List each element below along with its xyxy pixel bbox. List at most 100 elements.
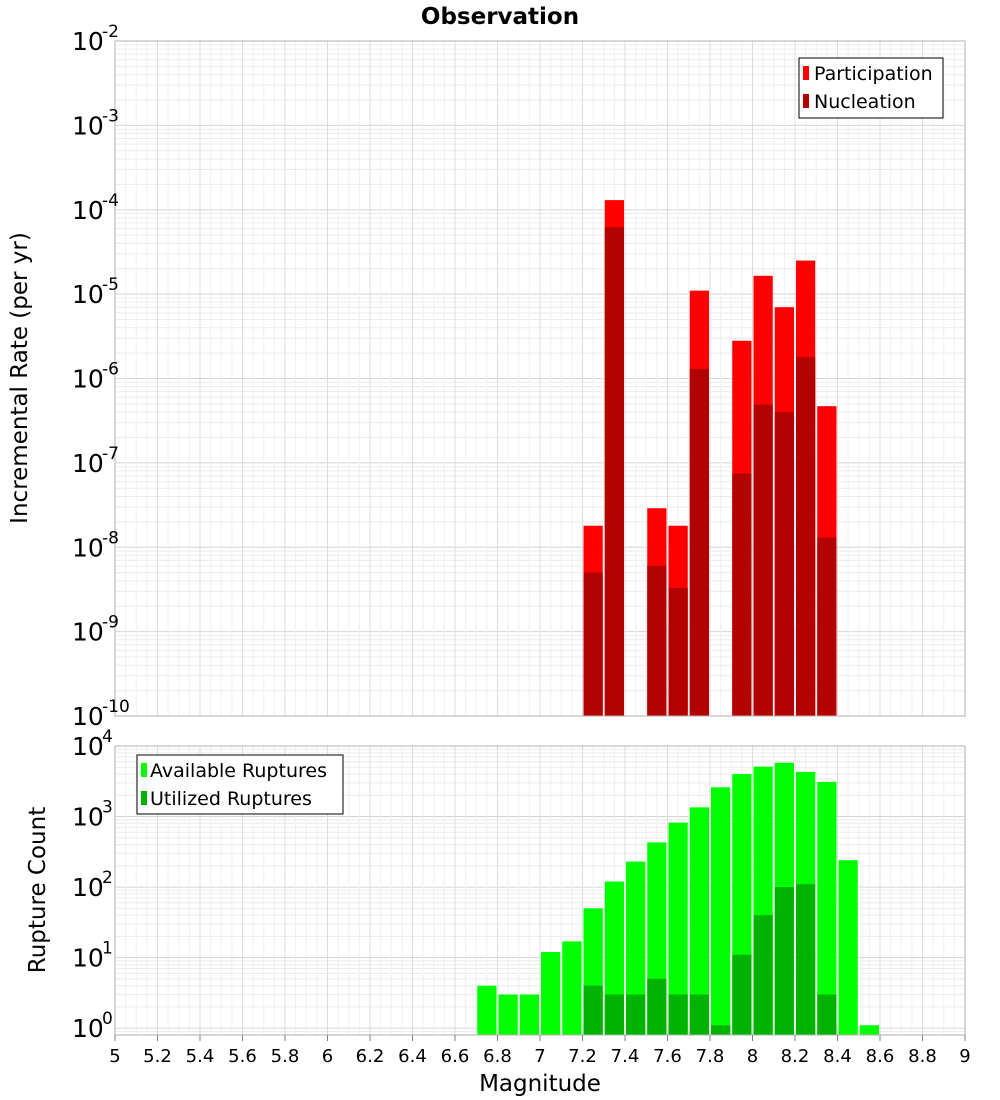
bottom-ytick-exponent: 3 [102, 798, 113, 818]
bottom-xtick-label: 5 [109, 1046, 120, 1067]
bottom-ytick-exponent: 4 [102, 727, 113, 747]
legend-swatch-nucleation [803, 94, 809, 108]
bottom-xtick-label: 6.8 [483, 1046, 512, 1067]
bottom-bar-utilized-ruptures [753, 915, 773, 1035]
bottom-xtick-label: 8 [747, 1046, 758, 1067]
top-bar-nucleation [796, 356, 816, 716]
top-chart-legend: Participation Nucleation [798, 57, 944, 119]
bottom-xtick-label: 5.8 [271, 1046, 300, 1067]
legend-label-nucleation: Nucleation [814, 91, 916, 113]
bottom-bar-utilized-ruptures [626, 994, 646, 1035]
top-bar-nucleation [668, 587, 688, 716]
bottom-xtick-label: 5.4 [186, 1046, 215, 1067]
bottom-bar-available-ruptures [477, 985, 497, 1035]
bottom-xtick-label: 6.6 [441, 1046, 470, 1067]
bottom-xtick-label: 8.2 [781, 1046, 810, 1067]
bottom-bar-utilized-ruptures [689, 994, 709, 1035]
top-ytick-label: 10 [72, 618, 104, 647]
bottom-bar-available-ruptures [817, 781, 837, 1035]
bottom-ytick-exponent: 0 [102, 1009, 113, 1029]
top-bar-nucleation [689, 368, 709, 716]
bottom-bar-available-ruptures [859, 1025, 879, 1035]
bottom-ytick-label: 10 [72, 1014, 104, 1043]
top-chart-ylabel: Incremental Rate (per yr) [7, 232, 33, 524]
bottom-ytick-label: 10 [72, 803, 104, 832]
legend-label-available: Available Ruptures [150, 760, 327, 782]
bottom-bar-available-ruptures [498, 994, 518, 1035]
top-ytick-label: 10 [72, 702, 104, 731]
bottom-bar-available-ruptures [668, 822, 688, 1035]
top-bar-nucleation [604, 227, 624, 716]
bottom-chart-xticks: 5 5.2 5.4 5.6 5.8 6 6.2 6.4 6.6 6.8 7 7.2 7.4 7.6 7.8 8… [109, 1035, 971, 1067]
bottom-bar-available-ruptures [626, 861, 646, 1035]
bottom-xtick-label: 8.4 [823, 1046, 852, 1067]
top-ytick-exponent: -2 [102, 22, 119, 42]
top-chart-title: Observation [421, 4, 579, 30]
bottom-xtick-label: 8.6 [866, 1046, 895, 1067]
top-ytick-exponent: -10 [102, 697, 130, 717]
bottom-bar-available-ruptures [689, 807, 709, 1035]
bottom-xtick-label: 6.2 [356, 1046, 385, 1067]
top-chart-grid [114, 40, 966, 717]
top-ytick-exponent: -4 [102, 191, 119, 211]
top-ytick-exponent: -5 [102, 275, 119, 295]
top-ytick-exponent: -6 [102, 360, 119, 380]
top-bar-nucleation [732, 473, 752, 716]
bottom-xtick-label: 7 [534, 1046, 545, 1067]
bottom-xtick-label: 8.8 [908, 1046, 937, 1067]
bottom-ytick-label: 10 [72, 944, 104, 973]
bottom-chart-bars [477, 762, 879, 1035]
top-ytick-label: 10 [72, 449, 104, 478]
bottom-chart-ylabel: Rupture Count [25, 807, 51, 973]
bottom-chart-xlabel: Magnitude [479, 1071, 601, 1097]
top-ytick-exponent: -3 [102, 106, 119, 126]
bottom-chart-legend: Available Ruptures Utilized Ruptures [136, 754, 344, 815]
bottom-ytick-exponent: 2 [102, 868, 113, 888]
legend-swatch-participation [803, 66, 809, 80]
bottom-ytick-exponent: 1 [102, 939, 113, 959]
top-ytick-label: 10 [72, 365, 104, 394]
bottom-bar-available-ruptures [519, 994, 539, 1035]
bottom-bar-utilized-ruptures [711, 1025, 731, 1035]
bottom-bar-utilized-ruptures [583, 985, 603, 1035]
bottom-xtick-label: 7.4 [611, 1046, 640, 1067]
bottom-bar-utilized-ruptures [796, 884, 816, 1035]
top-ytick-label: 10 [72, 280, 104, 309]
bottom-bar-available-ruptures [541, 952, 561, 1035]
bottom-bar-utilized-ruptures [647, 978, 667, 1035]
bottom-bar-available-ruptures [711, 787, 731, 1035]
bottom-xtick-label: 9 [959, 1046, 970, 1067]
top-ytick-label: 10 [72, 533, 104, 562]
bottom-bar-utilized-ruptures [774, 887, 794, 1035]
bottom-xtick-label: 7.6 [653, 1046, 682, 1067]
bottom-bar-utilized-ruptures [668, 994, 688, 1035]
top-chart-frame [114, 40, 966, 717]
legend-swatch-available [141, 763, 147, 777]
bottom-bar-available-ruptures [562, 941, 582, 1035]
top-chart-bars [583, 200, 837, 716]
top-ytick-label: 10 [72, 111, 104, 140]
bottom-xtick-label: 7.2 [568, 1046, 597, 1067]
top-ytick-exponent: -8 [102, 528, 119, 548]
bottom-xtick-label: 6 [322, 1046, 333, 1067]
bottom-ytick-label: 10 [72, 732, 104, 761]
top-ytick-label: 10 [72, 27, 104, 56]
bottom-bar-available-ruptures [838, 860, 858, 1035]
legend-label-utilized: Utilized Ruptures [150, 788, 312, 810]
top-ytick-exponent: -9 [102, 613, 119, 633]
top-bar-nucleation [817, 537, 837, 716]
top-bar-nucleation [753, 404, 773, 716]
top-bar-nucleation [583, 572, 603, 716]
legend-label-participation: Participation [814, 63, 933, 85]
bottom-xtick-label: 5.2 [143, 1046, 172, 1067]
bottom-bar-utilized-ruptures [817, 994, 837, 1035]
bottom-xtick-label: 5.6 [228, 1046, 257, 1067]
top-ytick-label: 10 [72, 196, 104, 225]
top-bar-nucleation [647, 565, 667, 716]
bottom-bar-utilized-ruptures [732, 954, 752, 1035]
bottom-xtick-label: 6.4 [398, 1046, 427, 1067]
